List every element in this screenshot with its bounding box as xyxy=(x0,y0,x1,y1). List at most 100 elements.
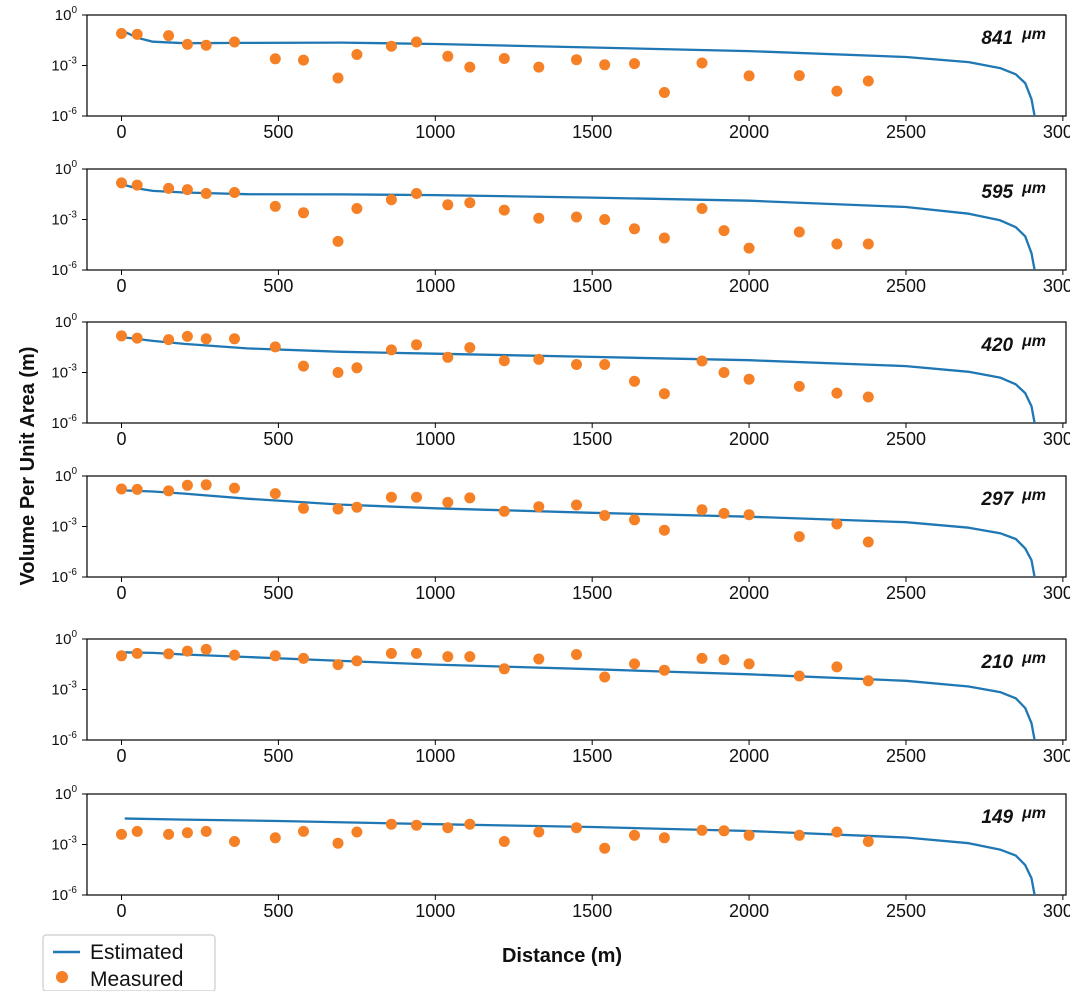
measured-point xyxy=(793,829,805,841)
measured-point xyxy=(351,655,363,667)
panel-size-value: 595 xyxy=(981,182,1013,203)
measured-point xyxy=(793,226,805,238)
x-tick-label: 3000 xyxy=(1043,276,1070,296)
measured-point xyxy=(629,514,640,526)
measured-point xyxy=(385,40,397,52)
measured-point xyxy=(533,61,545,73)
measured-point xyxy=(862,238,874,250)
measured-point xyxy=(200,643,212,655)
y-tick-exponent: -3 xyxy=(68,835,77,846)
measured-point xyxy=(298,502,309,514)
measured-point xyxy=(163,334,175,346)
x-tick-label: 500 xyxy=(263,122,293,142)
measured-point xyxy=(269,488,281,500)
x-tick-label: 1000 xyxy=(415,583,455,603)
measured-point xyxy=(498,505,510,517)
measured-point xyxy=(116,28,127,39)
y-tick-label: 100 xyxy=(55,5,78,24)
measured-point xyxy=(571,499,582,511)
measured-point xyxy=(442,496,454,508)
measured-point xyxy=(442,651,454,663)
y-tick-exponent: 0 xyxy=(71,159,77,170)
measured-point xyxy=(116,650,127,662)
measured-point xyxy=(658,87,670,98)
y-tick-exponent: -3 xyxy=(68,210,77,221)
measured-point xyxy=(533,353,545,365)
measured-point xyxy=(658,524,670,536)
x-tick-label: 1000 xyxy=(415,122,455,142)
y-tick-label: 100 xyxy=(55,784,78,803)
measured-point xyxy=(658,832,670,844)
measured-point xyxy=(351,203,363,214)
y-tick-label: 10-6 xyxy=(51,567,77,586)
measured-point xyxy=(571,359,582,370)
measured-point xyxy=(571,649,582,660)
x-tick-label: 0 xyxy=(117,746,127,766)
measured-point xyxy=(629,58,640,70)
panel-149: 0 500 1000 1500 2000 2500 3000 100 10-3 10-6 149 μm xyxy=(51,784,1070,921)
panel-420: 0 500 1000 1500 2000 2500 3000 100 10-3 10-6 420 μm xyxy=(51,312,1070,449)
measured-point xyxy=(599,671,611,683)
measured-point xyxy=(411,339,422,351)
measured-point xyxy=(464,651,476,663)
measured-point xyxy=(743,373,755,385)
measured-point xyxy=(332,837,344,849)
measured-point xyxy=(743,242,755,254)
measured-point xyxy=(163,485,175,497)
measured-point xyxy=(163,828,175,840)
x-tick-label: 1500 xyxy=(572,901,612,921)
panel-size-unit: μm xyxy=(1021,650,1046,667)
measured-point xyxy=(831,826,843,838)
measured-point xyxy=(229,482,240,494)
measured-point xyxy=(442,351,454,363)
measured-point xyxy=(385,647,397,659)
measured-point xyxy=(332,659,344,671)
measured-point xyxy=(181,38,193,50)
measured-point xyxy=(411,819,422,831)
measured-point xyxy=(793,670,805,682)
measured-point xyxy=(571,822,582,834)
measured-point xyxy=(332,367,344,378)
y-tick-label: 10-6 xyxy=(51,106,77,125)
panel-size-label: 297 μm xyxy=(980,487,1046,510)
measured-point xyxy=(181,330,193,342)
measured-point xyxy=(269,200,281,212)
y-tick-label: 10-6 xyxy=(51,730,77,749)
measured-point xyxy=(116,483,127,495)
panel-210: 0 500 1000 1500 2000 2500 3000 100 10-3 10-6 210 μm xyxy=(51,629,1070,766)
panel-size-unit: μm xyxy=(1021,26,1046,43)
measured-point xyxy=(464,818,476,830)
measured-point xyxy=(298,54,309,66)
x-tick-label: 3000 xyxy=(1043,583,1070,603)
y-axis-title: Volume Per Unit Area (m) xyxy=(17,347,39,586)
panel-size-unit: μm xyxy=(1021,805,1046,822)
x-tick-label: 1000 xyxy=(415,746,455,766)
x-tick-label: 0 xyxy=(117,901,127,921)
y-tick-label: 10-3 xyxy=(51,835,77,854)
measured-point xyxy=(718,825,730,837)
measured-point xyxy=(498,204,510,216)
measured-point xyxy=(229,649,240,661)
measured-point xyxy=(533,501,545,513)
measured-point xyxy=(793,380,805,392)
measured-point xyxy=(743,70,755,82)
y-tick-label: 10-3 xyxy=(51,517,77,536)
measured-point xyxy=(696,57,708,69)
measured-point xyxy=(599,59,611,71)
measured-point xyxy=(385,491,397,503)
measured-point xyxy=(411,647,422,659)
x-tick-label: 2500 xyxy=(886,429,926,449)
x-tick-label: 1500 xyxy=(572,429,612,449)
measured-point xyxy=(743,658,755,670)
measured-point xyxy=(181,827,193,839)
measured-point xyxy=(498,836,510,847)
x-tick-label: 2000 xyxy=(729,122,769,142)
panel-frame xyxy=(86,14,1067,117)
panel-841: 0 500 1000 1500 2000 2500 3000 100 10-3 10-6 841 μm xyxy=(51,5,1070,142)
x-tick-label: 2000 xyxy=(729,583,769,603)
measured-point xyxy=(116,330,127,342)
y-tick-exponent: -3 xyxy=(68,363,77,374)
y-tick-exponent: 0 xyxy=(71,784,77,795)
panel-size-label: 595 μm xyxy=(981,180,1046,203)
